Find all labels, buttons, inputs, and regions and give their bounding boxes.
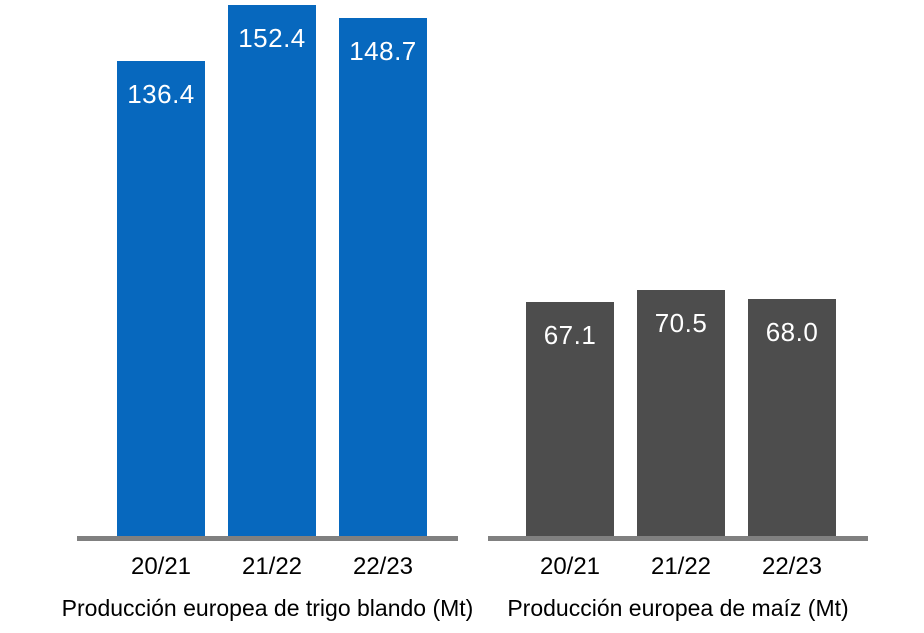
bar-value-label: 70.5 xyxy=(654,308,708,338)
bar: 67.1 xyxy=(526,302,614,536)
x-tick-label: 22/23 xyxy=(761,553,823,580)
bar: 148.7 xyxy=(339,18,427,536)
bar-value-label: 67.1 xyxy=(543,320,597,350)
x-axis-line xyxy=(488,536,868,541)
plot-area: 136.4 152.4 148.7 xyxy=(77,0,458,536)
x-tick-label: 20/21 xyxy=(539,553,601,580)
bar-value-label: 152.4 xyxy=(238,23,306,53)
bar-value-label: 148.7 xyxy=(349,36,417,66)
x-axis-ticks: 20/21 21/22 22/23 xyxy=(77,553,458,581)
x-axis-line xyxy=(77,536,458,541)
bar: 136.4 xyxy=(117,61,205,536)
plot-area: 67.1 70.5 68.0 xyxy=(488,0,868,536)
x-tick-label: 22/23 xyxy=(352,553,414,580)
bar: 152.4 xyxy=(228,5,316,536)
maize-production-chart: 67.1 70.5 68.0 20/21 21/22 22/23 Producción … xyxy=(488,0,868,622)
bar-value-label: 68.0 xyxy=(765,317,819,347)
chart-title: Producción europea de trigo blando (Mt) xyxy=(61,595,474,621)
x-tick-label: 20/21 xyxy=(130,553,192,580)
bar-value-label: 136.4 xyxy=(127,79,195,109)
wheat-production-chart: 136.4 152.4 148.7 20/21 21/22 22/23 Producci… xyxy=(61,0,474,622)
chart-title: Producción europea de maíz (Mt) xyxy=(507,595,849,621)
bar: 68.0 xyxy=(748,299,836,536)
bar: 70.5 xyxy=(637,290,725,536)
x-axis-ticks: 20/21 21/22 22/23 xyxy=(488,553,868,581)
x-tick-label: 21/22 xyxy=(241,553,303,580)
x-tick-label: 21/22 xyxy=(650,553,712,580)
